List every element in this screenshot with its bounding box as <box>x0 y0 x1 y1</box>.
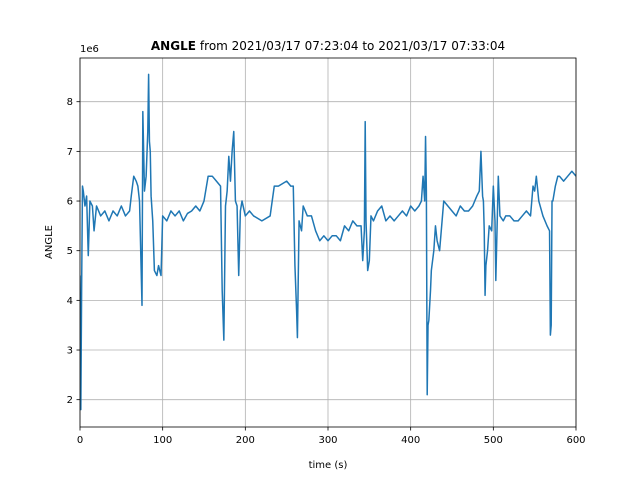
x-tick-label: 600 <box>566 435 585 446</box>
y-tick-label: 3 <box>67 346 73 357</box>
y-tick-label: 4 <box>67 296 73 307</box>
x-tick-label: 400 <box>401 435 420 446</box>
y-axis-label: ANGLE <box>44 225 55 259</box>
x-tick-label: 100 <box>153 435 172 446</box>
x-axis-label: time (s) <box>309 460 348 471</box>
plot-frame <box>79 57 577 428</box>
x-tick-label: 500 <box>484 435 503 446</box>
y-tick-label: 5 <box>67 246 73 257</box>
y-tick-label: 6 <box>67 197 73 208</box>
chart-title: ANGLE from 2021/03/17 07:23:04 to 2021/03… <box>151 39 505 53</box>
y-offset-label: 1e6 <box>80 44 99 55</box>
x-tick-label: 0 <box>77 435 83 446</box>
y-tick-label: 2 <box>67 395 73 406</box>
data-line <box>80 73 576 411</box>
y-tick-label: 7 <box>67 147 73 158</box>
x-tick-label: 200 <box>236 435 255 446</box>
y-tick-label: 8 <box>67 97 73 108</box>
title-range: from 2021/03/17 07:23:04 to 2021/03/17 0… <box>200 39 505 53</box>
x-tick-label: 300 <box>318 435 337 446</box>
title-name: ANGLE <box>151 39 196 53</box>
